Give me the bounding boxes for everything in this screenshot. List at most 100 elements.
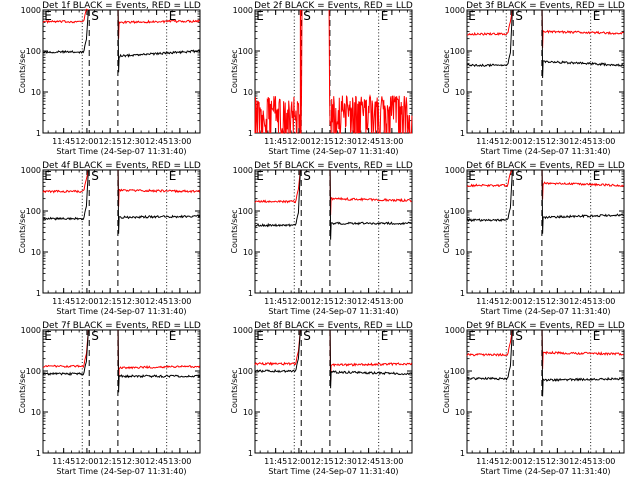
x-tick-label: 12:00 [499,457,522,466]
x-tick-label: 13:00 [592,457,615,466]
x-tick-label: 12:45 [357,457,380,466]
x-tick-label: 12:15 [523,457,546,466]
y-tick-label: 100 [238,367,253,376]
y-tick-label: 10 [455,248,465,257]
x-tick-label: 13:00 [380,137,403,146]
x-tick-label: 11:45 [264,457,287,466]
detector-panel-6: Det 6f BLACK = Events, RED = LLD 1 10 100 10… [442,161,625,316]
plot-frame [466,329,625,454]
x-tick-label: 11:45 [52,137,75,146]
x-tick-label: 12:15 [311,297,334,306]
x-axis-label: Start Time (24-Sep-07 11:31:40) [480,467,610,476]
x-tick-label: 13:00 [592,297,615,306]
y-tick-label: 1 [248,449,253,458]
plot-frame [466,169,625,294]
detector-panel-9: Det 9f BLACK = Events, RED = LLD 1 10 100 10… [442,321,625,476]
marker-label: E [593,9,601,23]
x-tick-label: 12:30 [122,457,145,466]
marker-label: S [515,169,523,183]
plot-frame [254,169,413,294]
x-tick-label: 11:45 [264,297,287,306]
plot-frame [42,169,201,294]
y-tick-label: 10 [455,408,465,417]
lld-series-segment-1 [42,169,89,194]
marker-label: E [256,169,264,183]
x-tick-label: 12:30 [546,297,569,306]
lld-series-segment-1 [466,329,513,357]
lld-series-segment-2 [117,9,200,39]
y-tick-label: 10 [31,88,41,97]
panel-title: Det 3f BLACK = Events, RED = LLD [466,1,625,11]
panel-title: Det 5f BLACK = Events, RED = LLD [254,161,413,171]
x-tick-label: 11:45 [476,457,499,466]
marker-label: E [468,329,476,343]
panel-title: Det 4f BLACK = Events, RED = LLD [42,161,201,171]
x-tick-label: 12:00 [75,297,98,306]
x-axis-label: Start Time (24-Sep-07 11:31:40) [56,467,186,476]
plot-frame [466,9,625,134]
y-axis-label: Counts/sec [18,369,27,413]
x-tick-label: 11:45 [52,297,75,306]
x-tick-label: 12:30 [122,297,145,306]
y-tick-label: 10 [31,408,41,417]
x-tick-label: 11:45 [476,137,499,146]
marker-label: E [593,329,601,343]
panels: Det 1f BLACK = Events, RED = LLD 1 10 100 10… [18,1,625,476]
events-series-segment-2 [329,169,412,240]
y-tick-label: 1 [248,289,253,298]
y-tick-label: 1000 [233,6,253,15]
marker-label: E [381,169,389,183]
y-axis-label: Counts/sec [442,49,451,93]
marker-label: S [515,329,523,343]
events-series-segment-2 [117,169,201,234]
x-tick-label: 12:30 [334,137,357,146]
marker-label: E [468,169,476,183]
marker-label: S [91,169,99,183]
y-tick-label: 1 [460,449,465,458]
y-tick-label: 100 [450,207,465,216]
marker-label: E [169,169,177,183]
x-axis-label: Start Time (24-Sep-07 11:31:40) [480,307,610,316]
lld-series-segment-2 [329,169,412,216]
x-tick-label: 12:00 [75,457,98,466]
events-series-segment-1 [254,169,301,228]
y-tick-label: 100 [450,47,465,56]
detector-panel-7: Det 7f BLACK = Events, RED = LLD 1 10 100 10… [18,321,201,476]
y-tick-label: 100 [26,367,41,376]
panel-title: Det 8f BLACK = Events, RED = LLD [254,321,413,331]
y-tick-label: 10 [243,88,253,97]
y-axis-label: Counts/sec [18,209,27,253]
y-tick-label: 1000 [445,6,465,15]
marker-label: S [91,9,99,23]
x-tick-label: 12:00 [499,297,522,306]
detector-panel-8: Det 8f BLACK = Events, RED = LLD 1 10 100 10… [230,321,413,476]
x-tick-label: 12:30 [334,297,357,306]
events-series-segment-2 [329,329,412,389]
x-tick-label: 12:30 [546,137,569,146]
x-tick-label: 12:30 [546,457,569,466]
x-tick-label: 12:15 [99,297,122,306]
events-series-segment-1 [466,329,513,381]
x-tick-label: 12:00 [75,137,98,146]
x-tick-label: 12:00 [287,297,310,306]
lld-series-segment-1 [466,9,513,36]
x-tick-label: 12:00 [499,137,522,146]
plot-frame [42,9,201,134]
y-axis-label: Counts/sec [442,369,451,413]
marker-label: E [468,9,476,23]
panel-title: Det 6f BLACK = Events, RED = LLD [466,161,625,171]
x-tick-label: 12:45 [357,137,380,146]
marker-label: S [303,169,311,183]
marker-label: E [169,9,177,23]
x-tick-label: 12:45 [145,297,168,306]
x-tick-label: 12:00 [287,457,310,466]
detector-panel-4: Det 4f BLACK = Events, RED = LLD 1 10 100 10… [18,161,201,316]
marker-label: E [381,9,389,23]
marker-label: E [169,329,177,343]
y-tick-label: 1000 [21,6,41,15]
y-tick-label: 100 [450,367,465,376]
marker-label: E [44,9,52,23]
lld-series-segment-2 [329,329,413,382]
